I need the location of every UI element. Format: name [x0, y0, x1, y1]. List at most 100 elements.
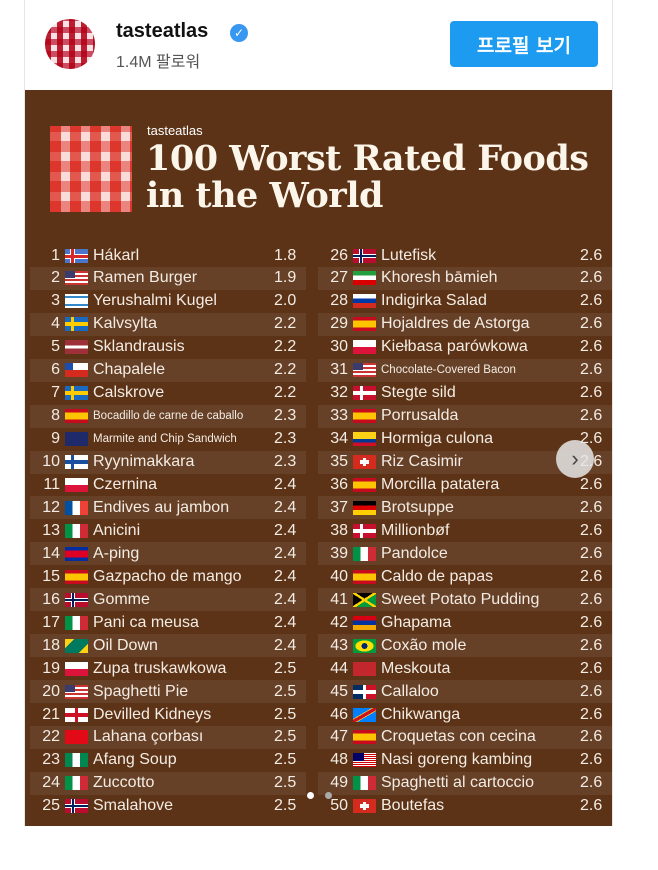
flag-se-icon [65, 317, 88, 332]
food-row: 40 Caldo de papas 2.6 [318, 565, 612, 588]
flag-es-icon [353, 317, 376, 332]
rating: 2.4 [274, 476, 297, 493]
flag-no-icon [65, 592, 88, 607]
verified-badge-icon: ✓ [230, 24, 248, 42]
rank: 32 [330, 384, 348, 402]
flag-co-icon [353, 432, 376, 447]
food-name: Kiełbasa parówkowa [381, 338, 528, 356]
carousel-dot-active[interactable] [307, 792, 314, 799]
food-name: Croquetas con cecina [381, 728, 536, 746]
flag-ru-icon [353, 294, 376, 309]
food-name: Coxão mole [381, 636, 467, 654]
food-name: Spaghetti al cartoccio [381, 774, 534, 792]
rating: 2.6 [580, 361, 603, 379]
food-row: 16 Gomme 2.4 [30, 588, 306, 612]
food-name: Meskouta [381, 659, 451, 677]
food-name: Calskrove [93, 384, 165, 402]
flag-no-icon [65, 799, 88, 814]
food-name: Chapalele [93, 361, 166, 379]
food-name: Gomme [93, 590, 150, 608]
flag-nz-icon [65, 432, 88, 447]
food-row: 4 Kalvsylta 2.2 [30, 312, 306, 336]
food-row: 19 Zupa truskawkowa 2.5 [30, 657, 306, 680]
rating: 2.2 [274, 384, 297, 402]
rating: 2.4 [274, 498, 297, 516]
rating: 2.5 [274, 728, 297, 746]
flag-pl-icon [65, 661, 88, 676]
food-row: 11 Czernina 2.4 [30, 474, 306, 497]
flag-tr-icon [65, 730, 88, 745]
flag-it-icon [65, 776, 88, 791]
rank: 5 [51, 338, 60, 356]
rating: 2.5 [274, 751, 297, 769]
food-name: Yerushalmi Kugel [93, 292, 217, 310]
rating: 2.6 [580, 292, 603, 310]
food-row: 29 Hojaldres de Astorga 2.6 [318, 312, 612, 336]
flag-ch-icon [353, 455, 376, 470]
rank: 44 [330, 659, 348, 677]
rating: 2.4 [274, 590, 297, 608]
food-row: 17 Pani ca meusa 2.4 [30, 611, 306, 634]
flag-pl-icon [65, 478, 88, 492]
flag-dk-icon [353, 386, 376, 401]
food-row: 9 Marmite and Chip Sandwich 2.3 [30, 428, 306, 451]
rating: 2.6 [580, 659, 603, 677]
food-row: 46 Chikwanga 2.6 [318, 703, 612, 726]
food-row: 50 Boutefas 2.6 [318, 795, 612, 818]
rank: 7 [51, 384, 60, 402]
food-name: Devilled Kidneys [93, 705, 212, 723]
food-row: 21 Devilled Kidneys 2.5 [30, 703, 306, 726]
rank: 22 [42, 728, 60, 746]
rank: 20 [42, 682, 60, 700]
flag-it-icon [353, 546, 376, 561]
food-name: Lutefisk [381, 246, 437, 264]
food-name: Caldo de papas [381, 567, 494, 585]
rank: 29 [330, 315, 348, 333]
food-row: 30 Kiełbasa parówkowa 2.6 [318, 336, 612, 359]
food-name: Indigirka Salad [381, 292, 487, 310]
flag-kh-icon [65, 546, 88, 561]
rank: 2 [51, 269, 60, 287]
poster-image [25, 90, 612, 826]
food-row: 48 Nasi goreng kambing 2.6 [318, 749, 612, 772]
rating: 2.6 [580, 751, 603, 769]
food-row: 15 Gazpacho de mango 2.4 [30, 565, 306, 588]
flag-il-icon [65, 294, 88, 309]
rank: 28 [330, 292, 348, 310]
rank: 48 [330, 751, 348, 769]
food-name: Hákarl [93, 246, 140, 264]
title-line-1: 100 Worst Rated Foods [146, 138, 589, 179]
rank: 34 [330, 430, 348, 448]
rating: 2.6 [580, 544, 603, 562]
food-name: A-ping [93, 544, 140, 562]
food-row: 8 Bocadillo de carne de caballo 2.3 [30, 404, 306, 428]
rank: 13 [42, 521, 60, 539]
food-row: 24 Zuccotto 2.5 [30, 771, 306, 795]
title-line-2: in the World [146, 175, 384, 216]
rating: 2.5 [274, 705, 297, 723]
carousel-dot[interactable] [325, 792, 332, 799]
flag-es-icon [65, 409, 88, 424]
rank: 45 [330, 682, 348, 700]
rank: 46 [330, 705, 348, 723]
food-name: Boutefas [381, 797, 445, 815]
flag-fi-icon [65, 455, 88, 470]
flag-ir-icon [353, 271, 376, 286]
avatar[interactable] [45, 19, 95, 69]
food-name: Spaghetti Pie [93, 682, 189, 700]
flag-ng-icon [65, 753, 88, 768]
username[interactable]: tasteatlas [116, 20, 209, 42]
food-name: Morcilla patatera [381, 476, 500, 493]
food-row: 49 Spaghetti al cartoccio 2.6 [318, 771, 612, 795]
rank: 26 [330, 246, 348, 264]
food-row: 45 Callaloo 2.6 [318, 680, 612, 704]
food-name: Bocadillo de carne de caballo [93, 410, 244, 423]
rank: 1 [51, 246, 60, 264]
flag-is-icon [65, 248, 88, 263]
food-row: 7 Calskrove 2.2 [30, 382, 306, 405]
rating: 2.3 [274, 430, 297, 448]
chevron-right-icon[interactable]: › [556, 440, 594, 478]
food-name: Smalahove [93, 797, 174, 815]
food-row: 36 Morcilla patatera 2.6 [318, 474, 612, 497]
view-profile-button[interactable]: 프로필 보기 [450, 21, 598, 67]
